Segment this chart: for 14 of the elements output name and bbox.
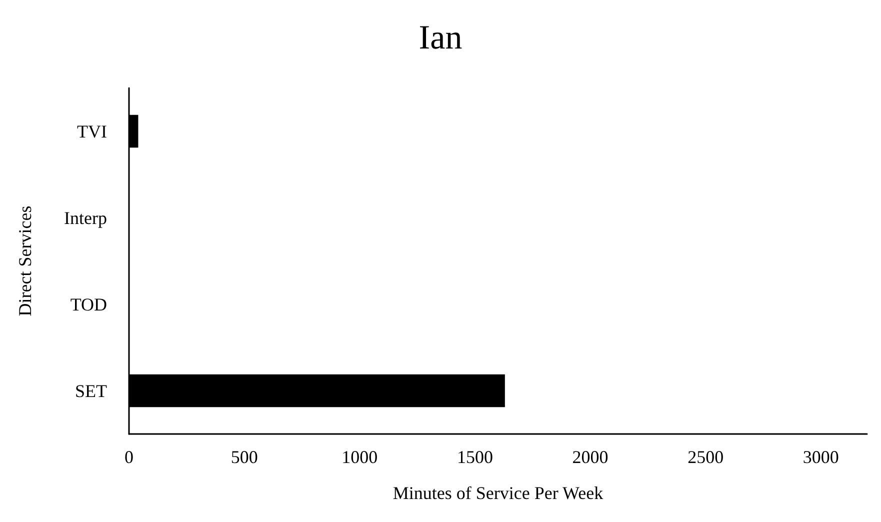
x-axis-title: Minutes of Service Per Week	[392, 483, 604, 503]
x-tick-label: 2500	[688, 447, 724, 467]
x-tick-label: 0	[124, 447, 134, 467]
y-axis-title: Direct Services	[15, 206, 35, 316]
x-tick-label: 1000	[342, 447, 378, 467]
x-tick-label: 500	[230, 447, 258, 467]
y-tick-label: Interp	[64, 208, 107, 228]
y-tick-label: SET	[74, 380, 107, 401]
chart-title: Ian	[418, 20, 462, 56]
y-tick-label: TVI	[77, 121, 107, 142]
x-tick-label: 2000	[572, 447, 608, 467]
y-tick-label: TOD	[70, 294, 107, 314]
x-tick-label: 1500	[456, 447, 493, 467]
x-tick-label: 3000	[802, 447, 839, 467]
